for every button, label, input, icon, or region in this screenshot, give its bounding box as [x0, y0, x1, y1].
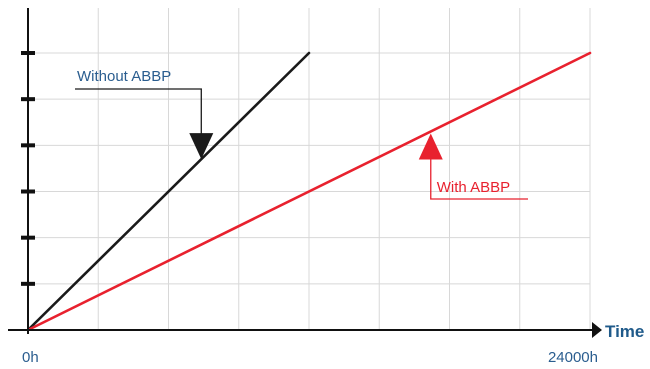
annotation-arrowhead [418, 133, 443, 160]
annotation-leader [430, 157, 528, 200]
annotation-label: Without ABBP [77, 68, 171, 85]
series-line-0 [26, 51, 311, 332]
axis-labels: 0h 24000h Time [22, 322, 644, 366]
x-tick-label: 24000h [548, 349, 598, 366]
axes [8, 8, 602, 338]
annotations: Without ABBP With ABBP [75, 68, 528, 200]
x-tick-label: 0h [22, 349, 39, 366]
annotation-label: With ABBP [437, 179, 510, 196]
annotation-arrowhead [189, 133, 214, 160]
x-axis-title: Time [605, 322, 644, 341]
grid [28, 8, 591, 330]
x-axis-arrowhead [592, 322, 602, 338]
series-lines [26, 51, 592, 332]
annotation-leader [75, 88, 202, 136]
series-line-1 [26, 51, 592, 332]
